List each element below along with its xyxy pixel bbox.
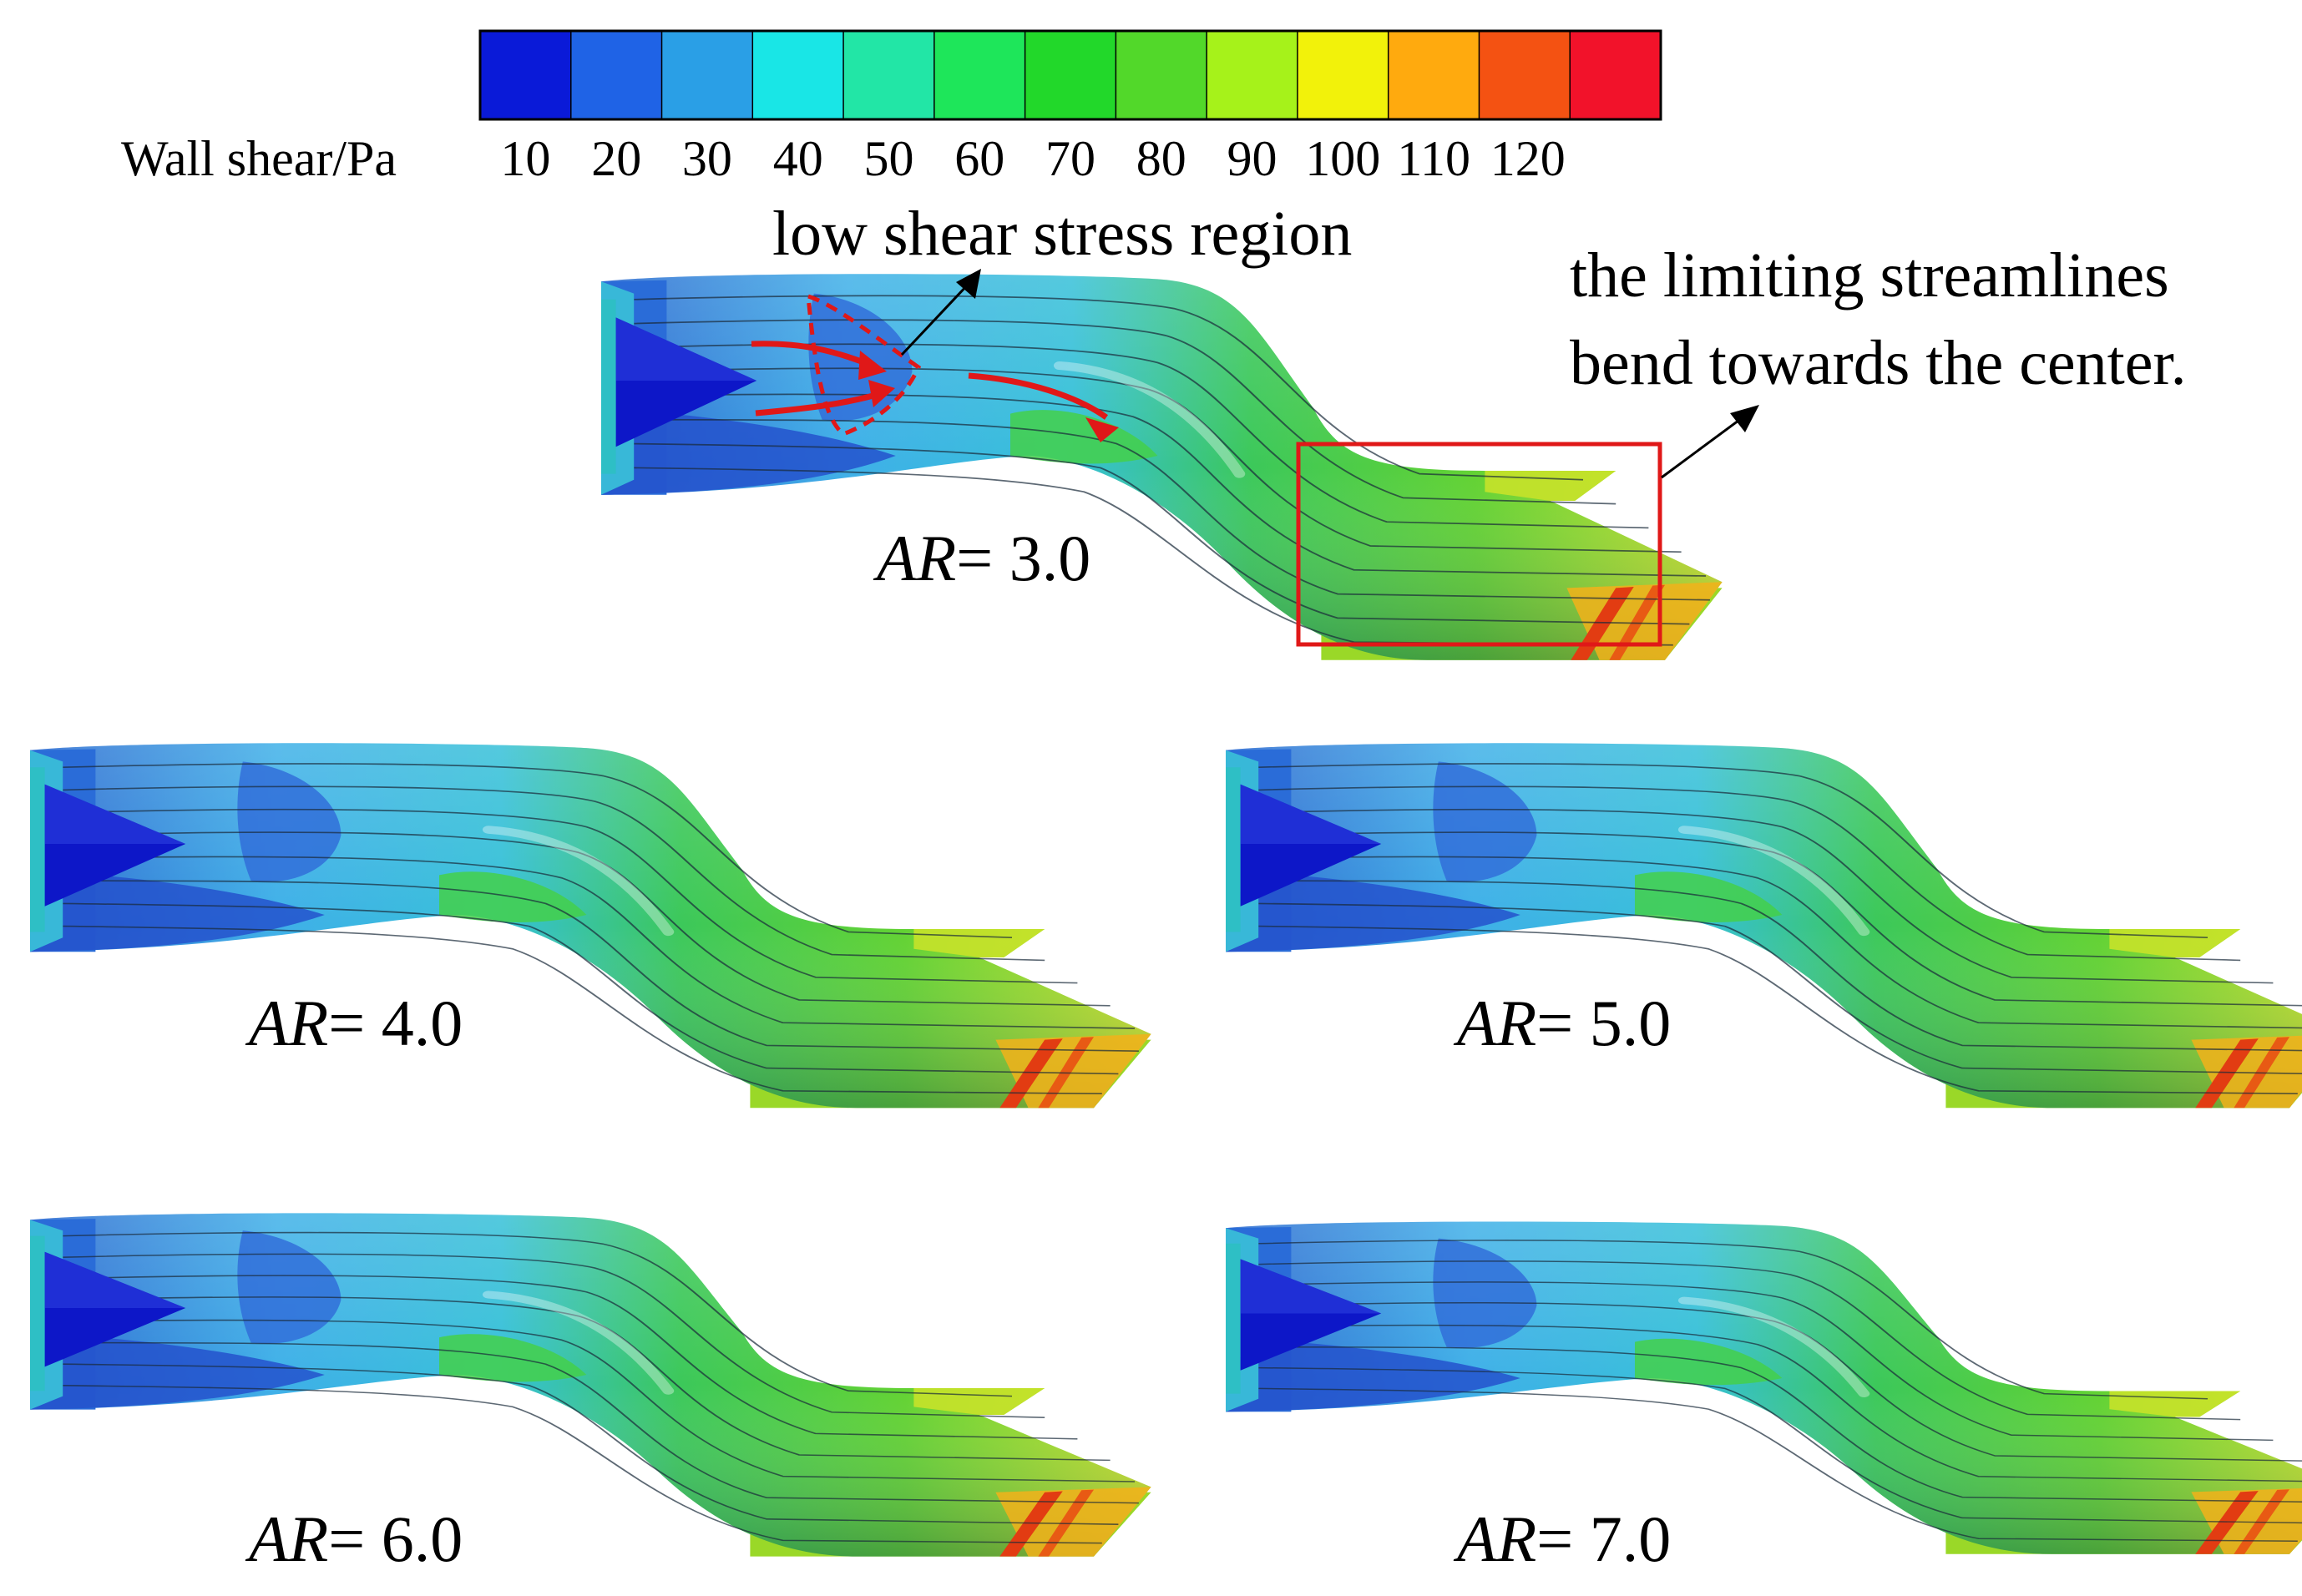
- colorbar-ticks: 10 20 30 40 50 60 70 80 90 100 110 120: [500, 131, 1565, 186]
- flow-arrow-2: [755, 389, 887, 417]
- case-label-ar-4-prefix: AR: [245, 987, 328, 1059]
- colorbar-tick-label: 120: [1490, 131, 1566, 186]
- case-label-ar-6: AR= 6.0: [245, 1503, 463, 1575]
- colorbar-tick-label: 70: [1045, 131, 1095, 186]
- colorbar-tick-label: 40: [773, 131, 823, 186]
- duct-ar-4: [30, 743, 1151, 1108]
- colorbar-cell: [751, 30, 845, 120]
- colorbar-tick-label: 110: [1397, 131, 1470, 186]
- case-label-ar-6-prefix: AR: [245, 1503, 328, 1575]
- case-label-ar-7-prefix: AR: [1453, 1503, 1536, 1575]
- colorbar-tick-label: 100: [1305, 131, 1380, 186]
- streamlines-pointer: [1661, 414, 1746, 479]
- streamlines-pointer-head: [1730, 405, 1759, 432]
- low-shear-label: low shear stress region: [772, 199, 1352, 269]
- colorbar-cell: [1569, 30, 1662, 120]
- colorbar-cell: [479, 30, 573, 120]
- case-label-ar-3-value: = 3.0: [956, 522, 1090, 594]
- colorbar-tick-label: 90: [1227, 131, 1277, 186]
- colorbar-frame: [478, 29, 1662, 121]
- case-label-ar-6-value: = 6.0: [328, 1503, 463, 1575]
- low-shear-pointer-head: [956, 269, 981, 299]
- duct-ar-3: [601, 274, 1723, 660]
- case-label-ar-5-prefix: AR: [1453, 987, 1536, 1059]
- colorbar-cell: [1024, 30, 1117, 120]
- case-label-ar-5-value: = 5.0: [1536, 987, 1671, 1059]
- flow-arrow-3: [968, 372, 1109, 420]
- colorbar-tick-label: 50: [864, 131, 914, 186]
- low-shear-region-outline: [806, 293, 922, 437]
- colorbar-cell: [1387, 30, 1480, 120]
- streamlines-label-line2: bend towards the center.: [1570, 328, 2187, 398]
- colorbar-title: Wall shear/Pa: [121, 131, 397, 186]
- duct-ar-5: [1226, 743, 2302, 1108]
- colorbar-tick-label: 30: [682, 131, 732, 186]
- colorbar-cell: [842, 30, 936, 120]
- colorbar-cell: [1478, 30, 1571, 120]
- colorbar-cell: [570, 30, 663, 120]
- case-label-ar-3: AR= 3.0: [873, 522, 1090, 594]
- case-label-ar-4-value: = 4.0: [328, 987, 463, 1059]
- outlet-highlight-box: [1296, 442, 1662, 647]
- duct-ar-7: [1226, 1221, 2302, 1553]
- case-label-ar-5: AR= 5.0: [1453, 987, 1671, 1059]
- colorbar-cell: [933, 30, 1026, 120]
- flow-arrow-3-head: [1085, 417, 1119, 442]
- low-shear-pointer: [900, 282, 970, 356]
- colorbar: Wall shear/Pa 10 20 30 40 50 60 70 80 90 100 110 12…: [121, 29, 1662, 186]
- flow-arrow-2-head: [868, 380, 895, 407]
- duct-ar-6: [30, 1213, 1151, 1556]
- colorbar-cell: [660, 30, 754, 120]
- streamlines-label-line1: the limiting streamlines: [1570, 240, 2169, 311]
- colorbar-cell: [1297, 30, 1389, 120]
- case-label-ar-7-value: = 7.0: [1536, 1503, 1671, 1575]
- case-label-ar-3-prefix: AR: [873, 522, 956, 594]
- colorbar-tick-label: 10: [500, 131, 550, 186]
- colorbar-tick-label: 20: [591, 131, 641, 186]
- colorbar-cells: [479, 30, 1662, 120]
- colorbar-cell: [1206, 30, 1299, 120]
- case-label-ar-7: AR= 7.0: [1453, 1503, 1671, 1575]
- colorbar-tick-label: 80: [1136, 131, 1186, 186]
- colorbar-cell: [1115, 30, 1208, 120]
- flow-arrow-1-head: [858, 351, 887, 380]
- case-label-ar-4: AR= 4.0: [245, 987, 463, 1059]
- colorbar-tick-label: 60: [954, 131, 1004, 186]
